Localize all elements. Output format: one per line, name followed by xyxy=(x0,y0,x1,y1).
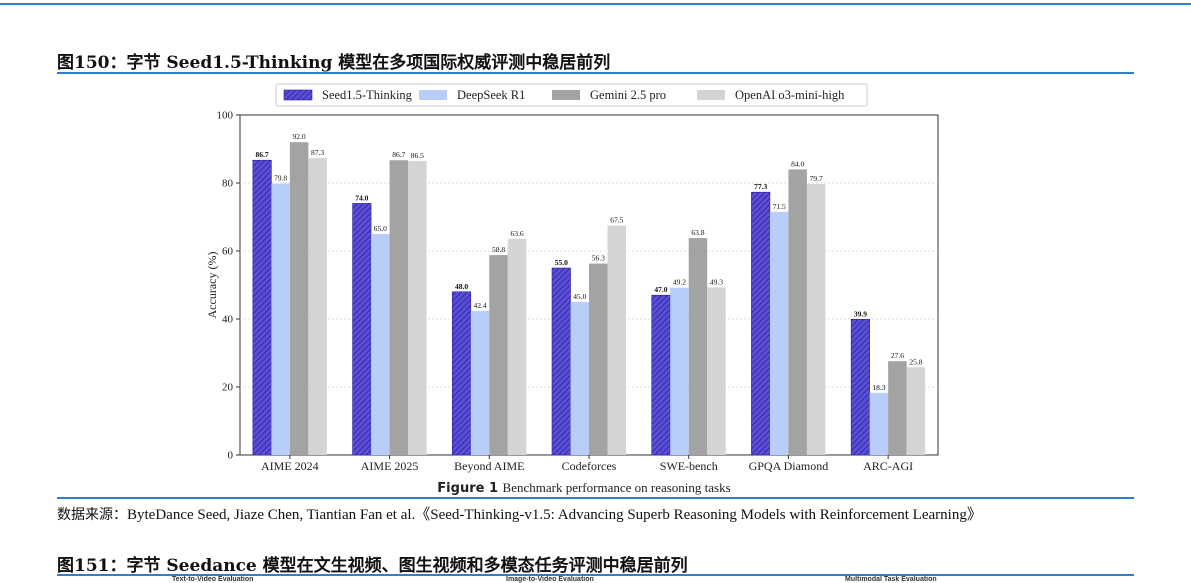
y-tick-label: 0 xyxy=(228,450,234,462)
bar-3-2 xyxy=(507,238,527,455)
bar-0-3 xyxy=(551,267,571,456)
caption-text: Benchmark performance on reasoning tasks xyxy=(503,480,731,495)
cut-label-middle: Image-to-Video Evaluation xyxy=(506,576,594,583)
bar-3-6 xyxy=(906,367,926,455)
x-tick-label: AIME 2025 xyxy=(361,459,419,473)
data-label: 48.0 xyxy=(455,282,468,291)
data-label: 45.0 xyxy=(573,292,586,301)
y-tick-label: 40 xyxy=(222,314,234,326)
bar-0-4 xyxy=(651,294,671,456)
bar-2-5 xyxy=(788,169,807,455)
data-label: 49.3 xyxy=(710,277,723,286)
bar-0-5 xyxy=(751,191,771,456)
data-label: 84.0 xyxy=(791,159,804,168)
data-label: 63.8 xyxy=(691,228,704,237)
bar-2-4 xyxy=(688,238,708,455)
legend-label: Gemini 2.5 pro xyxy=(590,88,666,102)
data-label: 77.3 xyxy=(754,182,767,191)
bar-0-2 xyxy=(451,291,472,456)
x-tick-label: GPQA Diamond xyxy=(749,459,829,473)
data-label: 56.3 xyxy=(592,254,605,263)
data-label: 39.9 xyxy=(854,309,867,318)
bar-1-3 xyxy=(570,302,589,455)
figure-caption: Figure 1 Benchmark performance on reason… xyxy=(437,480,730,496)
bar-3-3 xyxy=(607,225,626,455)
data-label: 55.0 xyxy=(555,258,568,267)
data-label: 58.8 xyxy=(492,245,505,254)
top-rule xyxy=(0,3,1191,5)
data-label: 47.0 xyxy=(654,285,667,294)
cut-label-left: Text-to-Video Evaluation xyxy=(172,576,254,583)
data-source: 数据来源：ByteDance Seed, Jiaze Chen, Tiantia… xyxy=(57,503,982,524)
bar-1-2 xyxy=(470,310,490,455)
data-label: 63.6 xyxy=(510,229,523,238)
x-tick-label: Beyond AIME xyxy=(454,459,524,473)
data-label: 71.5 xyxy=(773,202,786,211)
data-label: 42.4 xyxy=(473,301,486,310)
bar-2-1 xyxy=(389,160,409,455)
figure-150-rule xyxy=(57,72,1134,74)
data-label: 25.8 xyxy=(909,357,922,366)
source-text: ByteDance Seed, Jiaze Chen, Tiantian Fan… xyxy=(127,507,982,523)
x-tick-label: ARC-AGI xyxy=(863,459,913,473)
data-label: 65.0 xyxy=(374,224,387,233)
y-tick-label: 100 xyxy=(217,110,234,122)
data-label: 79.7 xyxy=(810,174,823,183)
y-tick-label: 60 xyxy=(222,246,234,258)
x-tick-label: Codeforces xyxy=(562,459,617,473)
bar-1-5 xyxy=(769,211,789,455)
bar-0-6 xyxy=(850,319,870,456)
figure-151-rule xyxy=(57,574,1134,576)
legend-swatch xyxy=(419,90,447,100)
data-label: 27.6 xyxy=(891,351,904,360)
bar-1-0 xyxy=(271,183,290,455)
bar-3-4 xyxy=(707,287,726,455)
data-label: 86.7 xyxy=(392,150,405,159)
y-axis-label: Accuracy (%) xyxy=(205,252,219,319)
data-label: 67.5 xyxy=(610,216,623,225)
y-tick-label: 20 xyxy=(222,382,234,394)
cut-label-right: Multimodal Task Evaluation xyxy=(845,576,937,583)
x-tick-label: SWE-bench xyxy=(660,459,718,473)
x-tick-label: AIME 2024 xyxy=(261,459,319,473)
legend-swatch xyxy=(552,90,580,100)
legend-label: OpenAI o3-mini-high xyxy=(735,88,845,102)
benchmark-chart: 0 20 40 60 80 100 Accuracy (%) 86.7 79.8 92.0 87.3… xyxy=(205,83,939,496)
bar-1-4 xyxy=(670,287,689,455)
data-label: 86.5 xyxy=(411,151,424,160)
bar-1-1 xyxy=(371,234,390,455)
source-rule xyxy=(57,497,1134,499)
bar-0-1 xyxy=(352,203,372,456)
data-label: 92.0 xyxy=(293,132,306,141)
bar-2-0 xyxy=(289,142,309,455)
legend-label: DeepSeek R1 xyxy=(457,88,525,102)
data-label: 49.2 xyxy=(673,278,686,287)
data-label: 74.0 xyxy=(355,193,368,202)
figure-151-title: 图151：字节 Seedance 模型在文生视频、图生视频和多模态任务评测中稳居… xyxy=(57,556,688,576)
data-label: 86.7 xyxy=(256,150,269,159)
bar-2-6 xyxy=(888,361,907,455)
bar-2-2 xyxy=(489,255,508,455)
data-label: 79.8 xyxy=(274,174,287,183)
bar-3-5 xyxy=(806,184,826,455)
legend-label: Seed1.5-Thinking xyxy=(322,88,413,102)
bar-2-3 xyxy=(589,263,608,455)
legend-swatch xyxy=(697,90,725,100)
bar-3-0 xyxy=(308,158,327,455)
source-label: 数据来源： xyxy=(57,507,127,523)
bar-1-6 xyxy=(869,392,889,455)
bar-0-0 xyxy=(252,159,272,456)
data-label: 87.3 xyxy=(311,148,324,157)
figure-150-title: 图150：字节 Seed1.5-Thinking 模型在多项国际权威评测中稳居前… xyxy=(57,53,611,73)
legend-swatch xyxy=(283,89,313,101)
bar-3-1 xyxy=(408,160,427,455)
y-tick-label: 80 xyxy=(222,178,234,190)
caption-label: Figure 1 xyxy=(437,481,502,496)
data-label: 18.3 xyxy=(872,383,885,392)
